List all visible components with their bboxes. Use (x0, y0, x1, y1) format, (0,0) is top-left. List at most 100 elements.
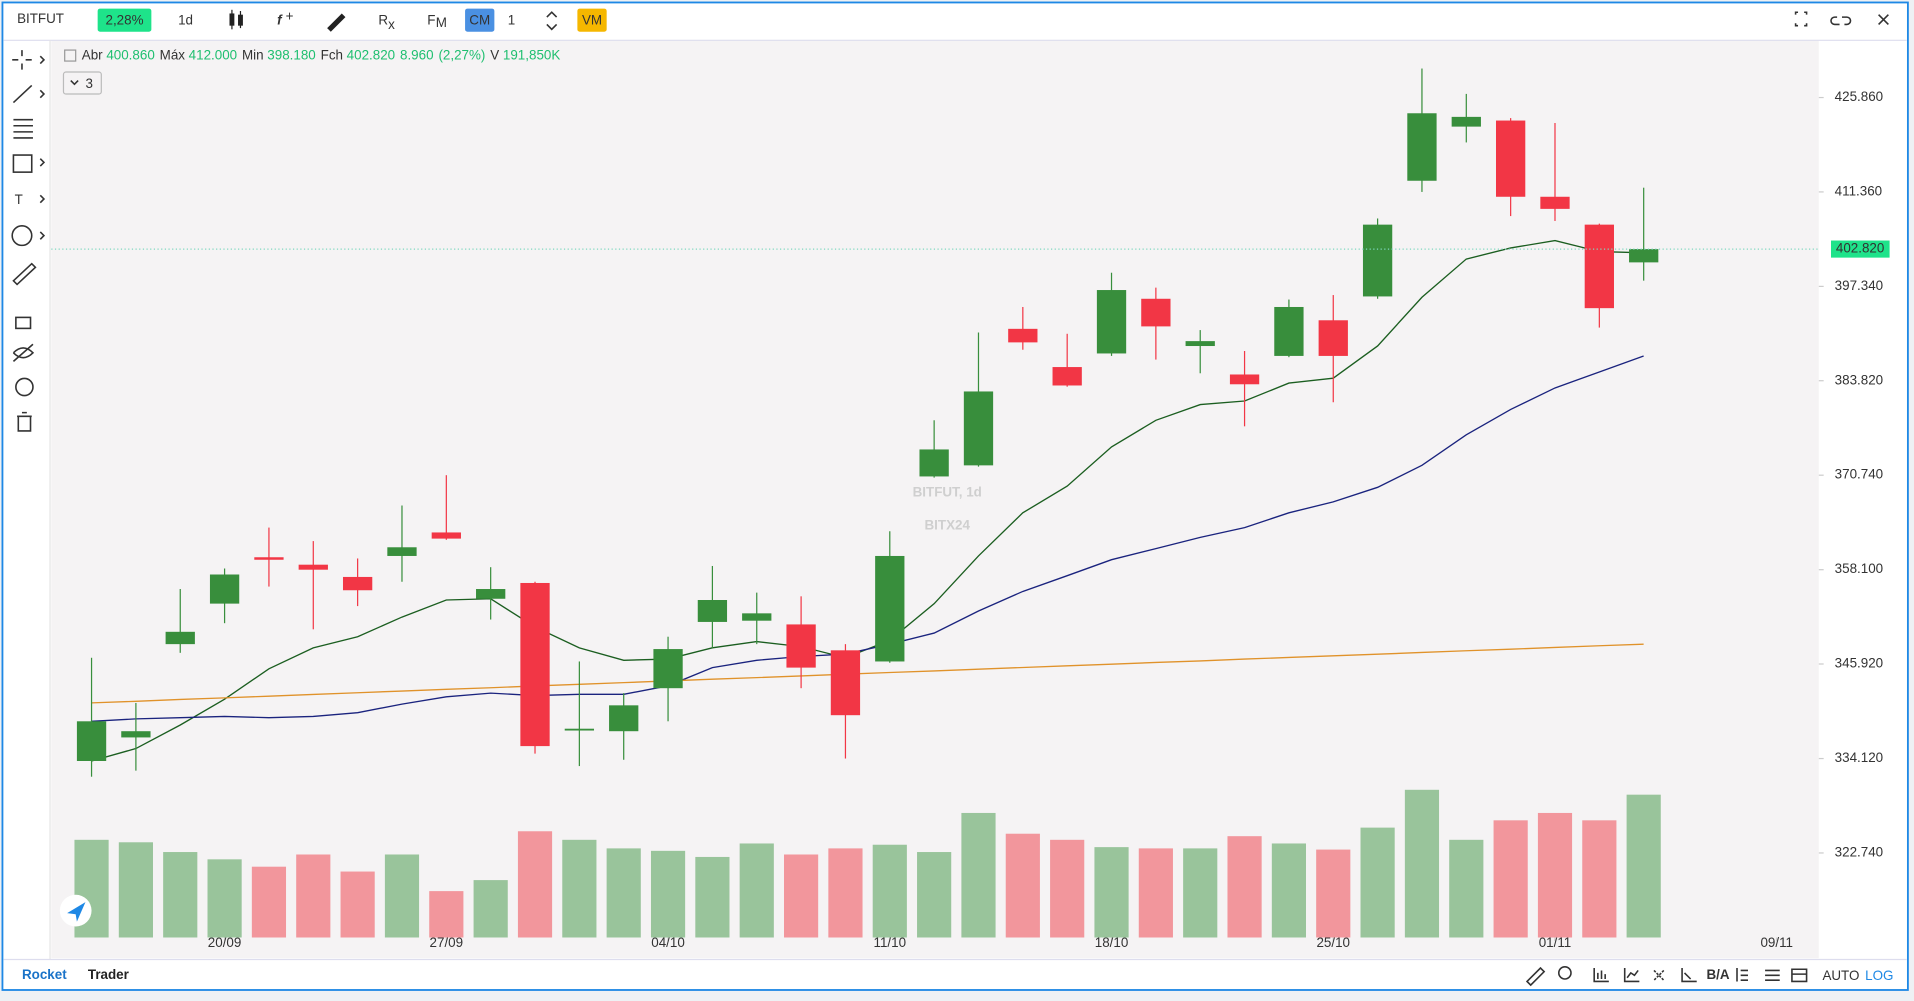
watermark-contract: BITX24 (925, 518, 971, 533)
volume-bar (1493, 820, 1528, 938)
auto-scale[interactable]: AUTO (1822, 968, 1859, 983)
fib-tool[interactable] (13, 118, 33, 139)
candle-body (1096, 290, 1127, 354)
change: 2,28% (105, 12, 143, 27)
candle-body (830, 650, 861, 716)
candle-body (520, 582, 550, 747)
indicator-toggle-arrow (70, 80, 79, 86)
volume-bar (695, 856, 730, 938)
volume-bar (650, 850, 686, 938)
volume-bar (1183, 848, 1218, 938)
shape-tool[interactable] (12, 154, 33, 173)
grid-button[interactable] (1653, 969, 1665, 981)
candle-body (1318, 320, 1348, 356)
navigate-button (67, 902, 86, 922)
fm-button[interactable]: F M (427, 12, 447, 29)
symbol[interactable]: BITFUT (17, 11, 64, 26)
volume-bar (1360, 827, 1395, 938)
legend-value: 412.000 (189, 48, 237, 63)
legend-value: (2,27%) (438, 48, 485, 63)
y-tick-label: 383.820 (1835, 372, 1883, 387)
line-tool[interactable] (12, 84, 33, 104)
candle-body (1362, 224, 1393, 297)
bars-button[interactable] (1593, 968, 1609, 983)
text-tool[interactable]: T (15, 192, 23, 207)
volume-bar (961, 812, 996, 938)
line-button[interactable] (1623, 968, 1640, 983)
ohlc-legend: Abr 400.860 Máx 412.000 Min 398.180 Fch 402.820… (82, 48, 561, 63)
legend-collapse[interactable] (64, 49, 77, 62)
candle-body (1008, 328, 1038, 343)
hide-tool[interactable] (12, 343, 35, 362)
candle-body (919, 449, 949, 477)
cm-badge[interactable] (465, 8, 495, 32)
close-button[interactable] (1878, 14, 1889, 26)
candle-type-button[interactable] (229, 9, 243, 30)
candle-body (1584, 224, 1614, 309)
tool-expanders (39, 55, 46, 240)
y-tick-label: 370.740 (1835, 467, 1883, 482)
delete-tool[interactable] (17, 411, 32, 432)
volume-bar (517, 831, 553, 938)
candle-body (1451, 116, 1481, 127)
scale-button[interactable] (1681, 968, 1697, 983)
brand-rocket: Rocket (22, 967, 67, 982)
quantity[interactable]: 1 (508, 12, 515, 27)
legend-label: Min (242, 48, 264, 63)
interval[interactable]: 1d (178, 12, 193, 27)
candle-body (1185, 341, 1215, 347)
legend-value: 400.860 (106, 48, 154, 63)
legend-value: 398.180 (267, 48, 315, 63)
volume-bar (606, 848, 641, 938)
candle-body (963, 391, 994, 466)
zoom-button[interactable] (1557, 965, 1572, 980)
volume-bar (872, 844, 907, 938)
y-tick-label: 345.920 (1835, 656, 1883, 671)
help-tool[interactable] (15, 377, 34, 397)
times-button[interactable] (1765, 969, 1780, 982)
crosshair-tool[interactable] (12, 50, 32, 70)
emoji-tool[interactable] (11, 225, 33, 247)
log-scale[interactable]: LOG (1865, 968, 1893, 983)
x-tick-label: 27/09 (430, 935, 464, 950)
vm-badge[interactable] (577, 8, 607, 32)
bid-ask[interactable]: B/A (1706, 967, 1729, 982)
candle-body (121, 731, 151, 738)
volume-bar (473, 880, 508, 938)
candle-body (1229, 374, 1260, 385)
candle-body (742, 613, 772, 621)
panel-button[interactable] (1791, 968, 1808, 983)
indicator-toggle[interactable] (62, 71, 102, 95)
lock-tool[interactable] (15, 316, 32, 330)
fm-sub: M (436, 15, 447, 30)
candle-body (76, 721, 107, 761)
y-tick-label: 397.340 (1835, 278, 1883, 293)
volume-bar (1227, 836, 1262, 938)
book-button[interactable] (1736, 968, 1748, 982)
candle-body (387, 547, 417, 556)
rx-button[interactable]: R (378, 12, 388, 27)
volume-bar (562, 839, 597, 938)
link-button[interactable] (1830, 16, 1852, 26)
quantity-spinner[interactable] (546, 11, 558, 31)
ruler-tool[interactable] (12, 262, 37, 286)
candle-body (1141, 298, 1171, 327)
candle-body (564, 728, 595, 731)
legend-label: Fch (321, 48, 343, 63)
indicator-button[interactable]: f (277, 12, 283, 27)
volume-bar (340, 871, 375, 938)
plot: 425.860 411.360 397.340 383.820 370.740 358.1… (51, 68, 1890, 950)
last-price-label: 402.820 (1836, 241, 1884, 256)
y-tick-label: 334.120 (1835, 750, 1883, 765)
volume-bar (1005, 833, 1040, 938)
draw-button[interactable] (327, 13, 346, 32)
x-tick-label: 04/10 (651, 935, 685, 950)
fullscreen-button[interactable] (1794, 11, 1808, 27)
x-tick-label: 25/10 (1316, 935, 1350, 950)
ruler-button[interactable] (1525, 966, 1546, 987)
moving-average (91, 643, 1644, 704)
candle-body (1540, 196, 1570, 209)
candle-body (209, 574, 240, 604)
candle-body (476, 589, 506, 599)
